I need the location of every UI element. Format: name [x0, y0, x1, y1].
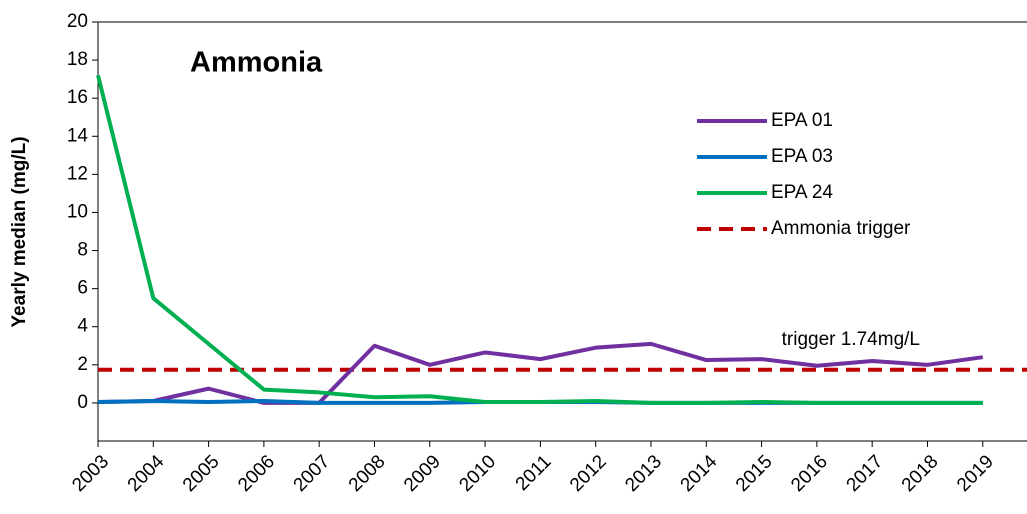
y-tick-label: 16 [67, 87, 88, 108]
chart-title: Ammonia [190, 47, 323, 79]
x-tick-label: 2014 [677, 451, 722, 496]
x-tick-label: 2009 [400, 451, 445, 496]
legend-label: Ammonia trigger [771, 218, 911, 239]
series-line [96, 74, 983, 405]
x-tick-label: 2004 [124, 451, 169, 496]
x-tick-label: 2018 [898, 451, 943, 496]
y-tick-label: 2 [77, 354, 88, 375]
x-tick-label: 2012 [566, 451, 611, 496]
x-tick-label: 2006 [234, 451, 279, 496]
y-tick-label: 0 [77, 392, 88, 413]
y-tick-label: 18 [67, 49, 88, 70]
x-tick-label: 2003 [68, 451, 113, 496]
legend-label: EPA 01 [771, 110, 833, 131]
legend-label: EPA 03 [771, 146, 833, 167]
x-tick-label: 2013 [621, 451, 666, 496]
x-tick-label: 2011 [512, 451, 556, 495]
y-tick-label: 6 [77, 278, 88, 299]
legend-label: EPA 24 [771, 182, 833, 203]
x-tick-label: 2008 [345, 451, 390, 496]
y-tick-label: 10 [67, 201, 88, 222]
x-tick-label: 2015 [732, 451, 777, 496]
y-tick-label: 20 [67, 11, 88, 32]
x-tick-label: 2005 [179, 451, 224, 496]
x-tick-label: 2007 [290, 451, 335, 496]
x-tick-label: 2016 [787, 451, 832, 496]
x-tick-label: 2017 [843, 451, 888, 496]
y-axis-label: Yearly median (mg/L) [9, 136, 30, 327]
x-tick-label: 2010 [455, 451, 500, 496]
annotation: trigger 1.74mg/L [782, 329, 920, 350]
x-tick-label: 2019 [953, 451, 998, 496]
series-line [97, 341, 984, 405]
y-tick-label: 12 [67, 163, 88, 184]
y-tick-label: 14 [67, 125, 89, 146]
y-tick-label: 4 [77, 316, 88, 337]
y-tick-label: 8 [77, 240, 88, 261]
